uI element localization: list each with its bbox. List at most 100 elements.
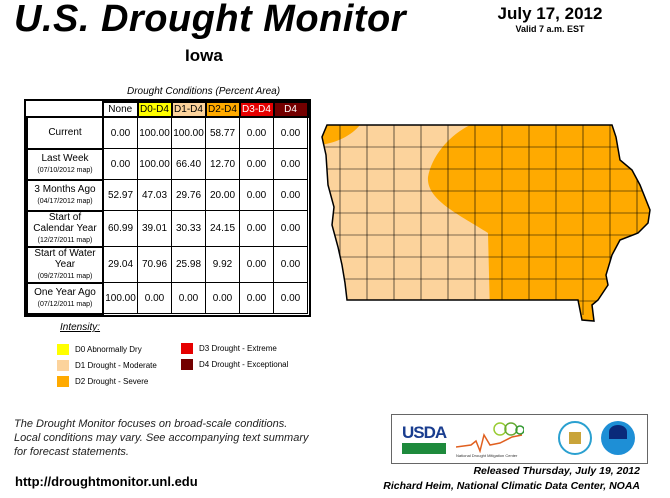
row-map-date: (04/17/2012 map) <box>37 197 93 205</box>
ndmc-label: National Drought Mitigation Center <box>456 453 518 458</box>
column-header: None <box>102 101 139 118</box>
table-row: Start of Calendar Year (12/27/2011 map) 60… <box>26 209 308 248</box>
row-map-date: (07/12/2011 map) <box>37 300 93 308</box>
drought-stats-table: None D0-D4 D1-D4 D2-D4 D3-D4 D4 Current 0.00 100… <box>24 99 311 317</box>
legend-label: D0 Abnormally Dry <box>75 345 142 354</box>
row-label: Start of Water Year (09/27/2011 map) <box>26 245 104 284</box>
map-date: July 17, 2012 <box>497 4 603 23</box>
note-line: Local conditions may vary. See accompany… <box>14 432 309 444</box>
cell-value: 30.33 <box>171 210 206 247</box>
column-header: D2-D4 <box>204 101 241 118</box>
cell-value: 58.77 <box>205 116 240 149</box>
legend-item: D0 Abnormally Dry <box>57 344 142 355</box>
legend-swatch <box>181 359 193 370</box>
cell-value: 60.99 <box>102 210 138 247</box>
cell-value: 0.00 <box>273 148 308 180</box>
agency-logos: USDA National Drought Mitigation Center <box>391 414 648 464</box>
table-row: 3 Months Ago (04/17/2012 map) 52.97 47.03 29… <box>26 178 308 212</box>
cell-value: 39.01 <box>137 210 172 247</box>
row-label: Start of Calendar Year (12/27/2011 map) <box>26 209 104 248</box>
row-map-date: (07/10/2012 map) <box>37 166 93 174</box>
legend-label: D3 Drought - Extreme <box>199 344 277 353</box>
cell-value: 20.00 <box>205 179 240 211</box>
row-label: Current <box>26 116 104 150</box>
legend-item: D4 Drought - Exceptional <box>181 359 288 370</box>
column-header: D3-D4 <box>238 101 275 118</box>
legend-swatch <box>57 360 69 371</box>
cell-value: 0.00 <box>239 246 274 283</box>
ndmc-logo <box>456 422 524 453</box>
cell-value: 0.00 <box>102 148 138 180</box>
website-link[interactable]: http://droughtmonitor.unl.edu <box>15 474 198 489</box>
cell-value: 0.00 <box>273 116 308 149</box>
legend-item: D1 Drought - Moderate <box>57 360 157 371</box>
legend-swatch <box>57 344 69 355</box>
page-title: U.S. Drought Monitor <box>14 0 407 40</box>
cell-value: 0.00 <box>171 282 206 314</box>
release-date: Released Thursday, July 19, 2012 <box>473 465 640 477</box>
row-map-date: (09/27/2011 map) <box>37 272 93 280</box>
cell-value: 70.96 <box>137 246 172 283</box>
cell-value: 12.70 <box>205 148 240 180</box>
cell-value: 0.00 <box>239 179 274 211</box>
cell-value: 100.00 <box>171 116 206 149</box>
row-label-text: 3 Months Ago <box>34 183 96 195</box>
table-row: One Year Ago (07/12/2011 map) 100.00 0.00 0.… <box>26 281 308 315</box>
cell-value: 29.04 <box>102 246 138 283</box>
county-lines <box>322 125 650 315</box>
cell-value: 0.00 <box>273 246 308 283</box>
cell-value: 66.40 <box>171 148 206 180</box>
legend-label: D4 Drought - Exceptional <box>199 360 289 369</box>
legend-title: Intensity: <box>60 322 101 333</box>
cell-value: 52.97 <box>102 179 138 211</box>
cell-value: 47.03 <box>137 179 172 211</box>
cell-value: 0.00 <box>239 148 274 180</box>
cell-value: 100.00 <box>102 282 138 314</box>
cell-value: 25.98 <box>171 246 206 283</box>
note-line: for forecast statements. <box>14 446 129 458</box>
column-header: D0-D4 <box>136 101 173 118</box>
cell-value: 24.15 <box>205 210 240 247</box>
row-map-date: (12/27/2011 map) <box>37 236 93 244</box>
note-line: The Drought Monitor focuses on broad-sca… <box>14 418 288 430</box>
author: Richard Heim, National Climatic Data Cen… <box>383 480 640 492</box>
legend-item: D2 Drought - Severe <box>57 376 148 387</box>
noaa-logo-icon <box>601 421 635 455</box>
row-label-text: Current <box>48 127 82 139</box>
cell-value: 9.92 <box>205 246 240 283</box>
column-header: D1-D4 <box>170 101 207 118</box>
row-label-text: Last Week <box>41 152 89 164</box>
cell-value: 0.00 <box>273 179 308 211</box>
d1-area <box>322 125 490 315</box>
cell-value: 0.00 <box>239 282 274 314</box>
legend-swatch <box>181 343 193 354</box>
table-row: Last Week (07/10/2012 map) 0.00 100.00 66.40… <box>26 147 308 181</box>
state-name: Iowa <box>185 46 223 65</box>
valid-time: Valid 7 a.m. EST <box>515 24 585 34</box>
cell-value: 0.00 <box>273 282 308 314</box>
row-label-text: Start of Water Year <box>34 247 96 270</box>
usda-logo-field <box>402 443 446 454</box>
legend-label: D2 Drought - Severe <box>75 377 149 386</box>
cell-value: 100.00 <box>137 116 172 149</box>
cell-value: 0.00 <box>239 210 274 247</box>
row-label-text: One Year Ago <box>34 286 96 298</box>
cell-value: 0.00 <box>102 116 138 149</box>
row-label: Last Week (07/10/2012 map) <box>26 147 104 181</box>
cell-value: 0.00 <box>273 210 308 247</box>
cell-value: 0.00 <box>205 282 240 314</box>
cell-value: 0.00 <box>239 116 274 149</box>
legend-label: D1 Drought - Moderate <box>75 361 157 370</box>
table-row: Start of Water Year (09/27/2011 map) 29.04… <box>26 245 308 284</box>
cell-value: 100.00 <box>137 148 172 180</box>
row-label: One Year Ago (07/12/2011 map) <box>26 281 104 315</box>
column-header: D4 <box>272 101 309 118</box>
table-caption: Drought Conditions (Percent Area) <box>127 86 281 97</box>
row-label: 3 Months Ago (04/17/2012 map) <box>26 178 104 212</box>
row-label-text: Start of Calendar Year <box>33 211 97 234</box>
iowa-drought-map <box>321 124 651 322</box>
cell-value: 0.00 <box>137 282 172 314</box>
usda-logo: USDA <box>402 423 447 442</box>
cell-value: 29.76 <box>171 179 206 211</box>
